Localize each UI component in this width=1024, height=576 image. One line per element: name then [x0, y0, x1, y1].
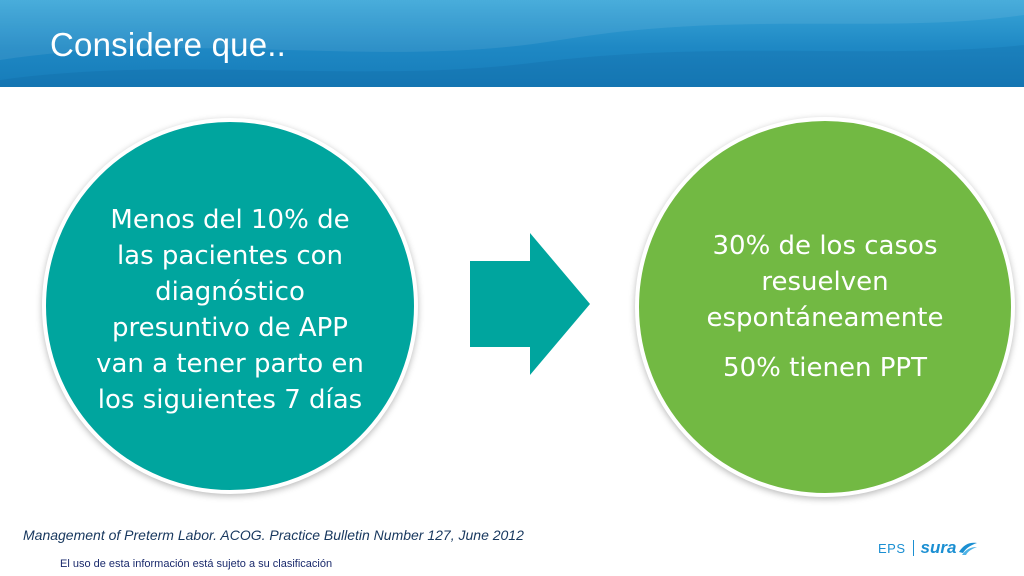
- header-wave-decoration: [0, 0, 1024, 87]
- header-bar: Considere que..: [0, 0, 1024, 87]
- right-arrow-icon: [470, 233, 590, 375]
- citation: Management of Preterm Labor. ACOG. Pract…: [23, 527, 524, 543]
- left-circle-text: Menos del 10% de las pacientes con diagn…: [96, 205, 364, 415]
- right-circle-text: 30% de los casos resuelven espontáneamen…: [685, 228, 965, 386]
- right-circle-line-2: 50% tienen PPT: [723, 353, 927, 383]
- sura-swoosh-icon: [959, 542, 978, 555]
- logo-divider: [912, 540, 914, 556]
- footer-note: El uso de esta información está sujeto a…: [60, 558, 333, 570]
- left-circle: Menos del 10% de las pacientes con diagn…: [42, 118, 418, 494]
- slide-title: Considere que..: [50, 26, 286, 63]
- right-circle: 30% de los casos resuelven espontáneamen…: [635, 117, 1015, 497]
- right-circle-line-1: 30% de los casos resuelven espontáneamen…: [706, 231, 944, 333]
- logo-sura-text: sura: [920, 538, 957, 557]
- logo-eps-text: EPS: [878, 540, 906, 556]
- eps-sura-logo: EPS sura: [878, 536, 978, 560]
